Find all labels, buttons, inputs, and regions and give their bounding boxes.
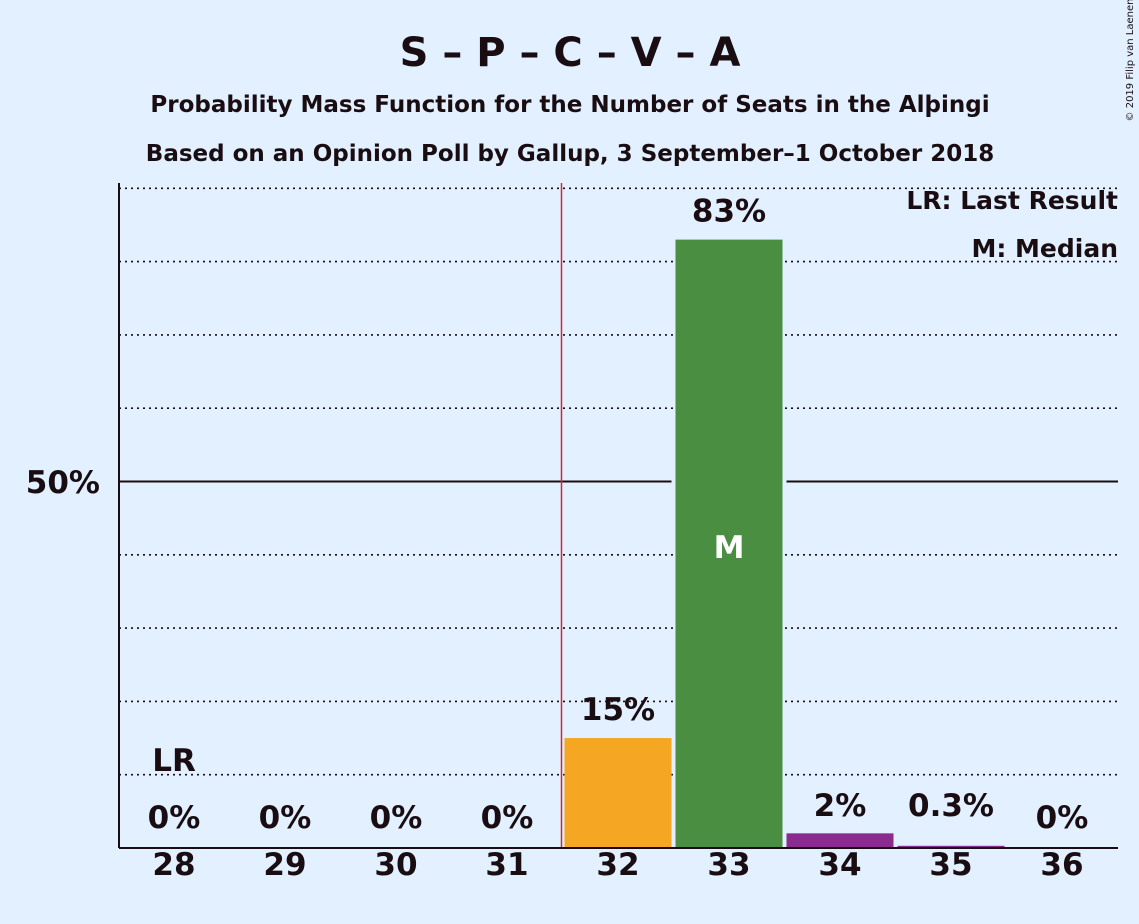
bar-32 <box>564 738 672 848</box>
x-tick-32: 32 <box>596 847 639 883</box>
value-label-34: 2% <box>814 788 867 824</box>
x-tick-34: 34 <box>818 847 861 883</box>
value-label-29: 0% <box>259 800 312 836</box>
x-tick-30: 30 <box>374 847 417 883</box>
value-label-33: 83% <box>692 194 766 230</box>
x-tick-31: 31 <box>485 847 528 883</box>
legend-median: M: Median <box>971 234 1118 263</box>
last-result-marker: LR <box>152 743 196 779</box>
value-label-31: 0% <box>481 800 534 836</box>
x-tick-28: 28 <box>152 847 195 883</box>
value-label-36: 0% <box>1036 800 1089 836</box>
x-tick-33: 33 <box>707 847 750 883</box>
x-tick-36: 36 <box>1040 847 1083 883</box>
median-marker: M <box>714 530 745 566</box>
bar-34 <box>786 833 894 848</box>
chart-subtitle-1: Probability Mass Function for the Number… <box>150 92 989 118</box>
x-tick-29: 29 <box>263 847 306 883</box>
y-axis-label-50: 50% <box>26 465 100 501</box>
legend-last-result: LR: Last Result <box>906 186 1118 215</box>
bar-35 <box>897 845 1005 848</box>
plot-area: 0% 28 0% 29 0% 30 0% 31 15% 32 83% 33 2% 34 0.3% 35 0% 36… <box>118 183 1118 883</box>
value-label-35: 0.3% <box>908 788 994 824</box>
chart-title: S – P – C – V – A <box>400 30 741 76</box>
chart-subtitle-2: Based on an Opinion Poll by Gallup, 3 Se… <box>146 141 994 167</box>
copyright-text: © 2019 Filip van Laenen <box>1125 0 1136 121</box>
value-label-32: 15% <box>581 692 655 728</box>
x-tick-35: 35 <box>929 847 972 883</box>
value-label-30: 0% <box>370 800 423 836</box>
value-label-28: 0% <box>148 800 201 836</box>
bar-33 <box>675 239 783 849</box>
